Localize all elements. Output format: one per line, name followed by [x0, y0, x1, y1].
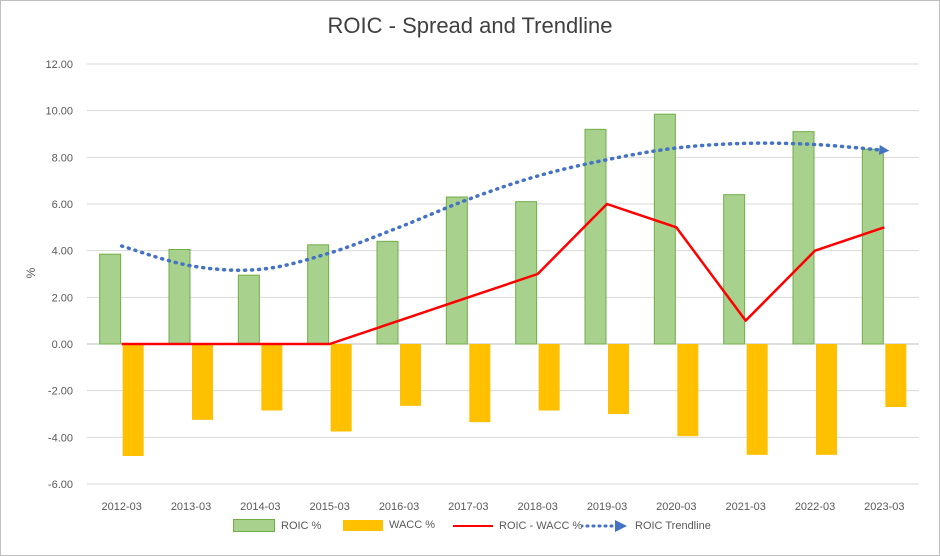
roic-bar	[445, 196, 468, 345]
legend-swatch-trendline	[581, 520, 627, 532]
x-tick-label: 2022-03	[795, 501, 835, 513]
y-tick-label: 2.00	[52, 292, 73, 304]
x-tick-label: 2017-03	[448, 501, 488, 513]
y-tick-label: -6.00	[48, 479, 73, 491]
roic-bar	[861, 148, 884, 345]
legend-label-spread: ROIC - WACC %	[499, 520, 583, 532]
legend: ROIC % WACC % ROIC - WACC % ROIC Trendli…	[1, 519, 939, 543]
roic-bar	[168, 249, 191, 345]
chart-title: ROIC - Spread and Trendline	[327, 13, 613, 38]
y-axis-label: %	[24, 267, 38, 278]
wacc-bar	[192, 344, 213, 420]
x-tick-label: 2016-03	[379, 501, 419, 513]
x-tick-label: 2015-03	[309, 501, 349, 513]
roic-bar	[792, 131, 815, 345]
y-tick-label: 6.00	[52, 199, 73, 211]
wacc-bar	[677, 344, 699, 437]
x-tick-label: 2023-03	[864, 501, 904, 513]
spread-line	[121, 202, 885, 346]
y-tick-label: 12.00	[45, 59, 73, 71]
x-tick-label: 2014-03	[240, 501, 280, 513]
roic-bar	[723, 194, 746, 345]
wacc-bar	[885, 344, 907, 407]
x-tick-label: 2019-03	[587, 501, 627, 513]
x-tick-label: 2018-03	[517, 501, 557, 513]
x-tick-label: 2020-03	[656, 501, 696, 513]
roic-bar	[653, 113, 676, 345]
wacc-bar	[746, 344, 768, 455]
roic-bar	[584, 128, 607, 345]
y-tick-label: -2.00	[48, 386, 73, 398]
legend-swatch-spread	[453, 525, 493, 527]
x-tick-label: 2021-03	[725, 501, 765, 513]
wacc-bar	[261, 344, 283, 411]
wacc-bar	[400, 344, 421, 406]
roic-bar	[307, 244, 330, 345]
legend-item-trendline: ROIC Trendline	[581, 519, 711, 533]
wacc-bar	[538, 344, 560, 411]
wacc-bar	[816, 344, 837, 455]
legend-item-spread: ROIC - WACC %	[453, 519, 582, 533]
legend-label-roic: ROIC %	[281, 519, 322, 532]
roic-bar	[99, 253, 122, 345]
x-tick-label: 2012-03	[101, 501, 141, 513]
legend-label-wacc: WACC %	[389, 519, 436, 531]
wacc-bar	[122, 344, 144, 456]
x-tick-label: 2013-03	[171, 501, 211, 513]
legend-item-roic: ROIC %	[233, 519, 321, 532]
y-tick-label: 10.00	[45, 106, 73, 118]
y-tick-label: -4.00	[48, 432, 73, 444]
legend-swatch-wacc	[343, 519, 383, 531]
roic-bar	[376, 240, 399, 345]
y-tick-label: 4.00	[52, 246, 73, 258]
roic-bar	[237, 274, 260, 345]
legend-swatch-roic	[233, 519, 275, 532]
wacc-bar	[608, 344, 629, 414]
trendline	[119, 141, 890, 272]
roic-bar	[515, 201, 538, 345]
legend-item-wacc: WACC %	[343, 519, 435, 531]
y-tick-label: 0.00	[52, 339, 73, 351]
wacc-bar	[469, 344, 491, 423]
legend-label-trendline: ROIC Trendline	[635, 520, 711, 532]
y-tick-label: 8.00	[52, 152, 73, 164]
wacc-bar	[330, 344, 352, 432]
